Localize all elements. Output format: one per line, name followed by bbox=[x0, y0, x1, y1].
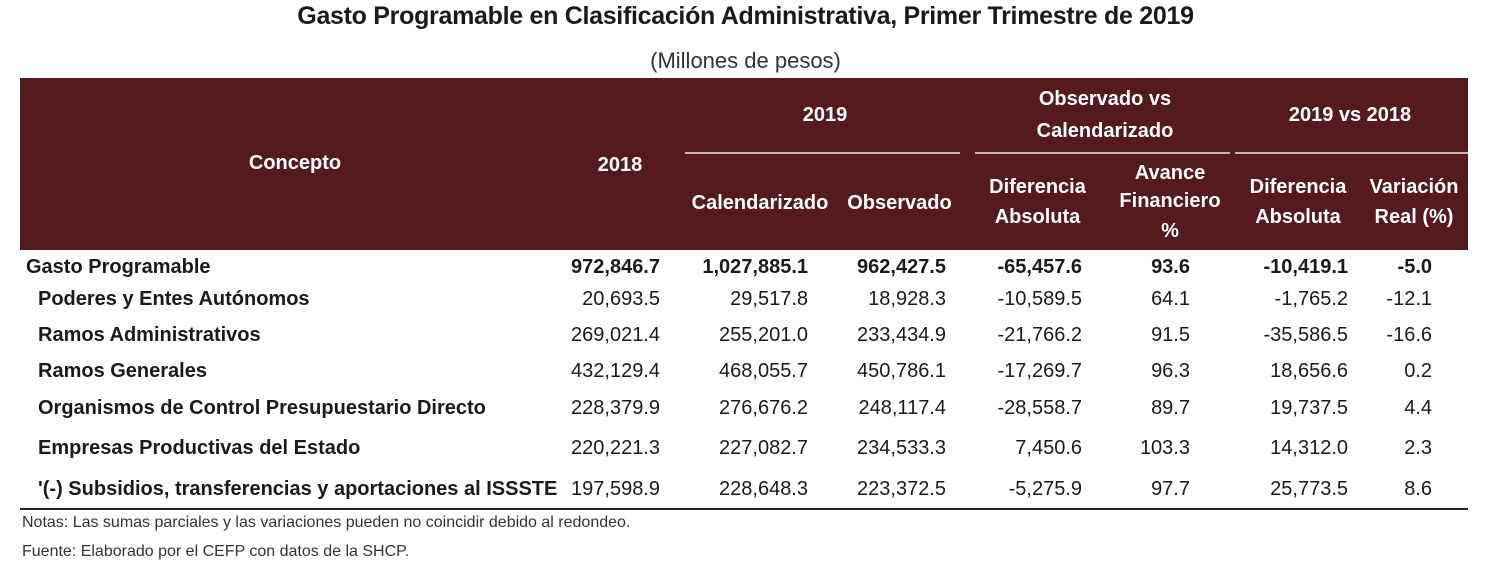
table-title: Gasto Programable en Clasificación Admin… bbox=[297, 2, 1194, 30]
row-label: Poderes y Entes Autónomos bbox=[38, 288, 310, 310]
table-notes: Notas: Las sumas parciales y las variaci… bbox=[22, 514, 631, 531]
cell-calendarizado: 255,201.0 bbox=[719, 324, 808, 346]
header-dif2-2: Absoluta bbox=[1255, 206, 1341, 228]
cell-calendarizado: 1,027,885.1 bbox=[702, 256, 808, 278]
cell-observado: 450,786.1 bbox=[857, 360, 946, 382]
row-label: Gasto Programable bbox=[26, 256, 211, 278]
cell-variacion: 4.4 bbox=[1404, 397, 1432, 419]
header-var-1: Variación bbox=[1369, 176, 1459, 198]
cell-diferencia-2018: -35,586.5 bbox=[1263, 324, 1348, 346]
header-2018: 2018 bbox=[597, 154, 643, 176]
header-2019-vs-2018: 2019 vs 2018 bbox=[1288, 104, 1412, 126]
cell-observado: 223,372.5 bbox=[857, 478, 946, 500]
table-row: Ramos Administrativos 269,021.4 255,201.… bbox=[20, 317, 1468, 353]
cell-diferencia: -21,766.2 bbox=[997, 324, 1082, 346]
header-obs-vs-cal-rule bbox=[975, 152, 1230, 154]
cell-diferencia: 7,450.6 bbox=[1015, 437, 1082, 459]
cell-diferencia: -17,269.7 bbox=[997, 360, 1082, 382]
cell-diferencia-2018: 19,737.5 bbox=[1270, 397, 1348, 419]
cell-variacion: 2.3 bbox=[1404, 437, 1432, 459]
cell-diferencia: -65,457.6 bbox=[997, 256, 1082, 278]
header-vs2018-rule bbox=[1235, 152, 1468, 154]
cell-diferencia-2018: -10,419.1 bbox=[1263, 256, 1348, 278]
header-dif-abs-2: Absoluta bbox=[994, 206, 1081, 228]
header-calendarizado: Calendarizado bbox=[691, 192, 829, 214]
table-bottom-rule bbox=[20, 508, 1468, 510]
cell-avance: 64.1 bbox=[1151, 288, 1190, 310]
cell-calendarizado: 276,676.2 bbox=[719, 397, 808, 419]
header-observado: Observado bbox=[847, 192, 952, 214]
cell-2018: 220,221.3 bbox=[571, 437, 660, 459]
cell-avance: 93.6 bbox=[1151, 256, 1190, 278]
cell-diferencia: -28,558.7 bbox=[997, 397, 1082, 419]
cell-diferencia: -5,275.9 bbox=[1008, 478, 1082, 500]
cell-diferencia-2018: -1,765.2 bbox=[1274, 288, 1348, 310]
row-label: Ramos Administrativos bbox=[38, 324, 261, 346]
cell-observado: 248,117.4 bbox=[858, 397, 947, 419]
cell-2018: 20,693.5 bbox=[582, 288, 660, 310]
cell-calendarizado: 227,082.7 bbox=[719, 437, 808, 459]
row-label: Ramos Generales bbox=[38, 360, 207, 382]
cell-2018: 432,129.4 bbox=[571, 360, 660, 382]
cell-observado: 234,533.3 bbox=[857, 437, 946, 459]
cell-2018: 197,598.9 bbox=[571, 478, 660, 500]
header-obs-vs-cal-2: Calendarizado bbox=[1036, 120, 1174, 142]
cell-avance: 96.3 bbox=[1151, 360, 1190, 382]
header-var-2: Real (%) bbox=[1374, 206, 1454, 228]
cell-2018: 228,379.9 bbox=[571, 397, 660, 419]
header-avance-1: Avance bbox=[1134, 162, 1206, 184]
cell-variacion: -12.1 bbox=[1386, 288, 1432, 310]
cell-variacion: 8.6 bbox=[1404, 478, 1432, 500]
row-label: Organismos de Control Presupuestario Dir… bbox=[38, 397, 486, 419]
cell-avance: 91.5 bbox=[1151, 324, 1190, 346]
table-header: Concepto 2018 2019 Calendarizado Observa… bbox=[20, 78, 1468, 250]
table-row: Organismos de Control Presupuestario Dir… bbox=[20, 390, 1468, 426]
cell-calendarizado: 29,517.8 bbox=[730, 288, 808, 310]
cell-calendarizado: 468,055.7 bbox=[719, 360, 808, 382]
table-subtitle: (Millones de pesos) bbox=[650, 48, 841, 73]
cell-observado: 18,928.3 bbox=[868, 288, 946, 310]
header-dif2-1: Diferencia bbox=[1249, 176, 1347, 198]
header-2019: 2019 bbox=[802, 104, 848, 126]
header-concepto: Concepto bbox=[248, 152, 342, 174]
header-2019-rule bbox=[685, 152, 960, 154]
cell-observado: 962,427.5 bbox=[857, 256, 946, 278]
table-row: Ramos Generales 432,129.4 468,055.7 450,… bbox=[20, 353, 1468, 389]
cell-diferencia-2018: 18,656.6 bbox=[1270, 360, 1348, 382]
cell-calendarizado: 228,648.3 bbox=[719, 478, 808, 500]
table-row: Empresas Productivas del Estado 220,221.… bbox=[20, 430, 1468, 466]
cell-variacion: -16.6 bbox=[1386, 324, 1432, 346]
header-obs-vs-cal-1: Observado vs bbox=[1038, 88, 1172, 110]
cell-diferencia-2018: 14,312.0 bbox=[1270, 437, 1348, 459]
header-avance-3: % bbox=[1161, 220, 1179, 242]
cell-variacion: -5.0 bbox=[1397, 256, 1432, 278]
header-dif-abs-1: Diferencia bbox=[989, 176, 1086, 198]
cell-avance: 103.3 bbox=[1139, 437, 1190, 459]
cell-diferencia-2018: 25,773.5 bbox=[1270, 478, 1348, 500]
table-row: Poderes y Entes Autónomos 20,693.5 29,51… bbox=[20, 281, 1468, 317]
cell-2018: 269,021.4 bbox=[571, 324, 660, 346]
table-source: Fuente: Elaborado por el CEFP con datos … bbox=[22, 543, 410, 560]
cell-observado: 233,434.9 bbox=[857, 324, 946, 346]
table-row: '(-) Subsidios, transferencias y aportac… bbox=[20, 471, 1468, 507]
table-row: Gasto Programable 972,846.7 1,027,885.1 … bbox=[20, 249, 1468, 285]
cell-diferencia: -10,589.5 bbox=[997, 288, 1082, 310]
cell-avance: 97.7 bbox=[1151, 478, 1190, 500]
header-avance-2: Financiero bbox=[1119, 190, 1221, 212]
cell-avance: 89.7 bbox=[1151, 397, 1190, 419]
row-label: '(-) Subsidios, transferencias y aportac… bbox=[38, 478, 558, 500]
row-label: Empresas Productivas del Estado bbox=[38, 437, 361, 459]
cell-variacion: 0.2 bbox=[1404, 360, 1432, 382]
cell-2018: 972,846.7 bbox=[571, 256, 660, 278]
